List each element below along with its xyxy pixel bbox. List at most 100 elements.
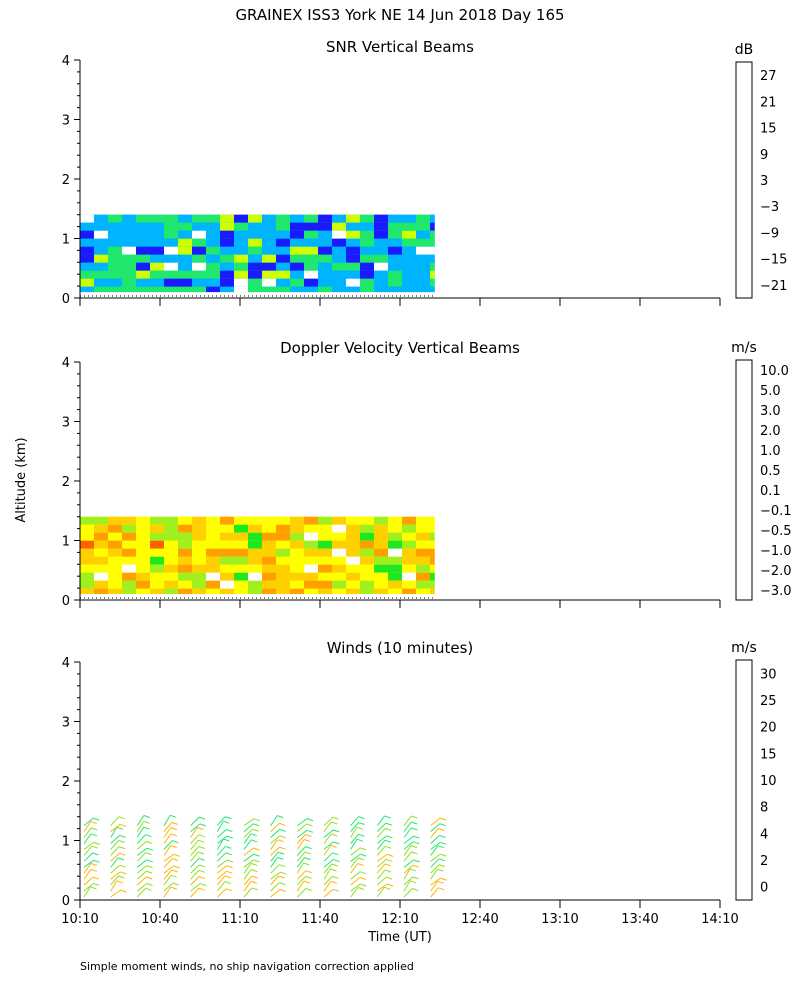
panel-3: Winds (10 minutes) 0 1 2 3 4 10:10 10:40 11:10 11… bbox=[61, 639, 776, 927]
y-tick-label: 1 bbox=[62, 835, 70, 850]
data-field bbox=[80, 516, 435, 599]
wind-barb bbox=[136, 865, 147, 874]
colorbar-label: 8 bbox=[760, 801, 768, 816]
heatmap-cell bbox=[332, 254, 346, 263]
heatmap-cell bbox=[304, 572, 318, 581]
wind-barb-flag bbox=[119, 834, 126, 838]
heatmap-cell bbox=[248, 230, 262, 239]
heatmap-cell bbox=[220, 214, 234, 223]
heatmap-cell bbox=[150, 556, 164, 565]
axes: 0 1 2 3 4 10:10 10:40 11:10 11:40 12:10 12:40 13:10… bbox=[61, 656, 738, 927]
wind-barb bbox=[216, 888, 227, 898]
heatmap-cell bbox=[402, 270, 416, 279]
wind-barb-flag bbox=[224, 881, 231, 885]
heatmap-cell bbox=[122, 588, 136, 594]
wind-barb bbox=[350, 877, 361, 886]
heatmap-cell bbox=[360, 564, 374, 573]
x-tick-label: 12:40 bbox=[461, 912, 498, 927]
colorbar-label: 9 bbox=[760, 148, 768, 163]
wind-barb bbox=[270, 846, 280, 856]
axes: 0 1 2 3 4 bbox=[62, 54, 721, 307]
wind-barb-flag bbox=[439, 858, 446, 862]
heatmap-cell bbox=[402, 580, 416, 589]
heatmap-cell bbox=[430, 254, 435, 263]
heatmap-cell bbox=[402, 286, 416, 293]
heatmap-cell bbox=[346, 246, 360, 255]
heatmap-cell bbox=[318, 548, 332, 557]
heatmap-cell bbox=[402, 524, 416, 533]
heatmap-cell bbox=[234, 524, 248, 533]
wind-barb-flag bbox=[172, 840, 179, 844]
colorbar-label: 20 bbox=[760, 721, 777, 736]
wind-barb bbox=[323, 821, 332, 832]
wind-barb bbox=[110, 823, 121, 832]
heatmap-cell bbox=[220, 540, 234, 549]
y-tick-label: 4 bbox=[62, 54, 70, 69]
wind-barb-flag bbox=[303, 880, 311, 884]
heatmap-cell bbox=[178, 254, 192, 263]
heatmap-cell bbox=[276, 262, 290, 271]
wind-barb-flag bbox=[116, 880, 124, 884]
heatmap-cell bbox=[94, 214, 108, 223]
wind-barb bbox=[163, 858, 173, 868]
wind-barb-flag bbox=[411, 815, 418, 819]
wind-barb-flag bbox=[384, 815, 391, 819]
heatmap-cell bbox=[304, 532, 318, 541]
wind-barb bbox=[270, 889, 281, 898]
wind-barb-flag bbox=[143, 815, 150, 818]
wind-barb-flag bbox=[278, 864, 286, 868]
heatmap-cell bbox=[388, 580, 402, 589]
wind-barb-flag bbox=[279, 889, 287, 892]
heatmap-cell bbox=[234, 556, 248, 565]
wind-barb bbox=[430, 853, 441, 862]
wind-barb bbox=[83, 817, 94, 826]
colorbar: dB 27 21 15 9 3 −3 −9 −15 −21 bbox=[735, 42, 787, 299]
heatmap-cell bbox=[276, 588, 290, 594]
colorbar-label: −21 bbox=[760, 279, 787, 294]
heatmap-cell bbox=[346, 532, 360, 541]
heatmap-cell bbox=[290, 548, 304, 557]
wind-barb bbox=[350, 826, 358, 838]
heatmap-cell bbox=[178, 516, 192, 525]
wind-barb-flag bbox=[384, 869, 392, 873]
heatmap-cell bbox=[332, 540, 346, 549]
wind-barb-flag bbox=[439, 835, 446, 838]
heatmap-cell bbox=[136, 246, 150, 255]
heatmap-cell bbox=[94, 286, 108, 293]
wind-barb-flag bbox=[226, 835, 234, 839]
wind-barb-flag bbox=[117, 857, 125, 861]
heatmap-cell bbox=[178, 222, 192, 231]
wind-barb-flag bbox=[439, 823, 446, 827]
wind-barb bbox=[350, 871, 361, 880]
heatmap-cell bbox=[402, 230, 416, 239]
wind-barb-flag bbox=[146, 865, 153, 869]
heatmap-cell bbox=[108, 246, 122, 255]
wind-barb bbox=[323, 868, 331, 880]
heatmap-cell bbox=[304, 262, 318, 271]
heatmap-cell bbox=[332, 532, 346, 541]
heatmap-cell bbox=[374, 524, 388, 533]
colorbar: m/s10.0 5.0 3.0 2.0 1.0 0.5 0.1 −0.1 −0.5 −1.0 −2.… bbox=[731, 340, 792, 601]
heatmap-cell bbox=[94, 222, 108, 231]
heatmap-cell bbox=[80, 524, 94, 533]
wind-barb bbox=[376, 876, 387, 886]
wind-barb bbox=[163, 827, 172, 838]
heatmap-cell bbox=[248, 262, 262, 271]
heatmap-cell bbox=[150, 214, 164, 223]
y-tick-label: 2 bbox=[62, 775, 70, 790]
wind-barb bbox=[350, 883, 361, 892]
wind-barb bbox=[190, 816, 200, 826]
heatmap-cell bbox=[318, 230, 332, 239]
wind-barb bbox=[163, 869, 173, 880]
heatmap-cell bbox=[374, 238, 388, 247]
heatmap-cell bbox=[388, 572, 402, 581]
colorbar-label: −0.5 bbox=[760, 524, 792, 539]
wind-barb bbox=[136, 815, 145, 826]
heatmap-cell bbox=[136, 278, 150, 287]
wind-barb-flag bbox=[413, 841, 420, 845]
heatmap-cell bbox=[262, 262, 276, 271]
heatmap-cell bbox=[332, 246, 346, 255]
heatmap-cell bbox=[360, 230, 374, 239]
wind-barb-flag bbox=[438, 827, 445, 831]
